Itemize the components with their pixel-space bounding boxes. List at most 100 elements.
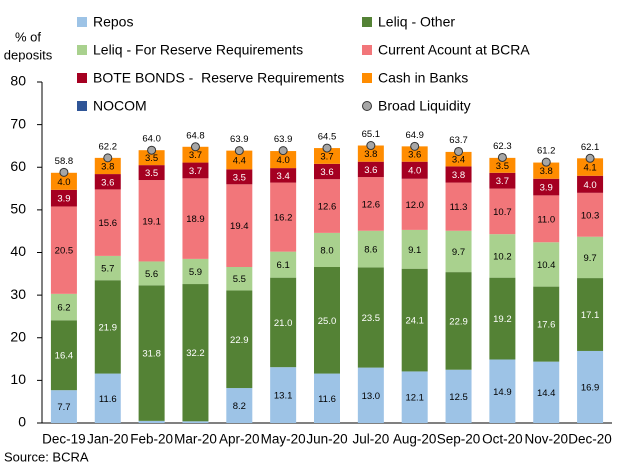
- bar-segment: [357, 230, 384, 268]
- bar-segment: [533, 178, 560, 196]
- data-label: 6.1: [277, 260, 290, 271]
- legend-marker: [77, 73, 87, 83]
- legend-label: Leliq - Other: [378, 14, 455, 30]
- bar-segment: [138, 285, 165, 421]
- data-label: 3.6: [364, 165, 377, 176]
- data-label: 5.9: [189, 267, 202, 278]
- data-label: 7.7: [57, 402, 70, 413]
- y-tick-label: 20: [10, 328, 26, 344]
- x-tick-label: Dec-19: [42, 432, 86, 447]
- data-label: 18.9: [186, 214, 205, 225]
- bar-segment: [314, 232, 340, 267]
- bar-segment: [182, 284, 209, 422]
- data-label: 15.6: [99, 218, 118, 229]
- legend-label: Leliq - For Reserve Requirements: [93, 42, 303, 58]
- data-label: 9.7: [452, 247, 465, 258]
- bar-segment: [314, 373, 340, 423]
- bar-segment: [533, 361, 560, 423]
- bar-segment: [314, 163, 340, 180]
- bar-segment: [50, 293, 77, 321]
- bar-segment: [226, 388, 253, 423]
- y-tick-label: 60: [10, 158, 26, 174]
- data-label: 14.9: [493, 387, 512, 398]
- bar-segment: [270, 367, 297, 423]
- y-tick-label: 10: [10, 371, 26, 387]
- data-label: 63.9: [274, 134, 293, 145]
- data-label: 8.0: [320, 245, 333, 256]
- x-tick-label: Jun-20: [306, 432, 347, 447]
- bar-segment: [94, 255, 121, 281]
- bar-segment: [401, 229, 428, 269]
- bar-segment: [270, 251, 297, 278]
- legend-marker: [77, 17, 87, 27]
- data-label: 3.5: [496, 161, 509, 172]
- data-label: 3.5: [145, 153, 158, 164]
- broad-liquidity-dot: [454, 146, 464, 156]
- bar-segment: [445, 369, 472, 423]
- bar-segment: [50, 172, 77, 190]
- data-label: 12.5: [449, 392, 468, 403]
- broad-liquidity-dot: [190, 142, 200, 152]
- broad-liquidity-dot: [59, 167, 69, 177]
- legend-label: Broad Liquidity: [378, 98, 471, 114]
- bar-segment: [50, 390, 77, 423]
- data-label: 21.0: [274, 318, 293, 329]
- broad-liquidity-dot: [366, 141, 376, 151]
- bar-segment: [445, 230, 472, 273]
- bar-segment: [138, 165, 165, 181]
- bar-segment: [270, 151, 297, 169]
- data-label: 64.0: [142, 134, 161, 145]
- data-label: 3.4: [452, 155, 465, 166]
- x-tick-label: Jan-20: [87, 432, 128, 447]
- bar-segment: [489, 277, 516, 360]
- bar-segment: [138, 150, 165, 166]
- source: Source: BCRA: [4, 449, 89, 464]
- data-label: 4.1: [583, 163, 596, 174]
- y-axis-label: deposits: [4, 47, 53, 62]
- data-label: 3.8: [101, 161, 114, 172]
- legend-marker: [77, 101, 87, 111]
- data-label: 12.6: [362, 199, 381, 210]
- bar-segment: [50, 189, 77, 207]
- data-label: 20.5: [55, 246, 74, 257]
- bar-segment: [226, 150, 253, 170]
- bar-segment: [138, 180, 165, 262]
- legend-marker: [362, 101, 372, 111]
- data-label: 17.1: [581, 310, 600, 321]
- data-label: 65.1: [362, 129, 381, 140]
- bar-segment: [401, 371, 428, 423]
- data-label: 21.9: [99, 322, 118, 333]
- bar-segment: [357, 145, 384, 162]
- x-tick-label: Aug-20: [393, 432, 437, 447]
- data-label: 3.4: [277, 171, 290, 182]
- data-label: 64.8: [186, 130, 205, 141]
- x-tick-label: Dec-20: [568, 432, 612, 447]
- data-label: 3.9: [57, 194, 70, 205]
- data-label: 3.5: [145, 168, 158, 179]
- bar-segment: [401, 146, 428, 162]
- bar-segment: [182, 162, 209, 179]
- data-label: 4.0: [57, 177, 70, 188]
- x-tick-label: Sep-20: [437, 432, 481, 447]
- x-tick-label: Apr-20: [219, 432, 260, 447]
- broad-liquidity-dot: [322, 143, 332, 153]
- data-label: 23.5: [362, 313, 381, 324]
- legend-marker: [362, 73, 372, 83]
- data-label: 61.2: [537, 146, 556, 157]
- bar-segment: [138, 420, 165, 423]
- data-label: 19.2: [493, 314, 512, 325]
- data-label: 24.1: [405, 316, 424, 327]
- broad-liquidity-dot: [541, 157, 551, 167]
- bar-segment: [533, 286, 560, 362]
- bar-segment: [94, 373, 121, 423]
- bar-segment: [357, 367, 384, 423]
- data-label: 16.9: [581, 382, 600, 393]
- x-tick-label: Mar-20: [174, 432, 217, 447]
- broad-liquidity-dot: [278, 146, 288, 156]
- bar-segment: [270, 182, 297, 252]
- data-label: 3.7: [189, 150, 202, 161]
- bar-segment: [94, 157, 121, 175]
- bar-segment: [50, 320, 77, 391]
- legend-label: Current Acount at BCRA: [378, 42, 530, 58]
- broad-liquidity-dot: [103, 153, 113, 163]
